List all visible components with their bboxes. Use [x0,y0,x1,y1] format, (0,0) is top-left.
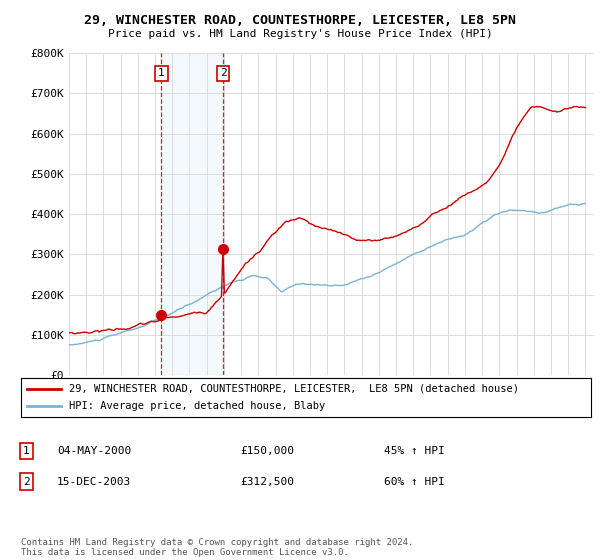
Text: 1: 1 [158,68,165,78]
Text: Contains HM Land Registry data © Crown copyright and database right 2024.
This d: Contains HM Land Registry data © Crown c… [21,538,413,557]
Text: HPI: Average price, detached house, Blaby: HPI: Average price, detached house, Blab… [70,401,326,411]
Bar [161,53,223,375]
Text: 15-DEC-2003: 15-DEC-2003 [57,477,131,487]
Text: 29, WINCHESTER ROAD, COUNTESTHORPE, LEICESTER,  LE8 5PN (detached house): 29, WINCHESTER ROAD, COUNTESTHORPE, LEIC… [70,384,520,394]
Text: £150,000: £150,000 [240,446,294,456]
Text: 45% ↑ HPI: 45% ↑ HPI [384,446,445,456]
Text: £312,500: £312,500 [240,477,294,487]
Text: 1: 1 [23,446,29,456]
Text: 2: 2 [220,68,227,78]
Text: 2: 2 [23,477,29,487]
Text: 29, WINCHESTER ROAD, COUNTESTHORPE, LEICESTER, LE8 5PN: 29, WINCHESTER ROAD, COUNTESTHORPE, LEIC… [84,14,516,27]
Text: 04-MAY-2000: 04-MAY-2000 [57,446,131,456]
Text: Price paid vs. HM Land Registry's House Price Index (HPI): Price paid vs. HM Land Registry's House … [107,29,493,39]
Text: 60% ↑ HPI: 60% ↑ HPI [384,477,445,487]
